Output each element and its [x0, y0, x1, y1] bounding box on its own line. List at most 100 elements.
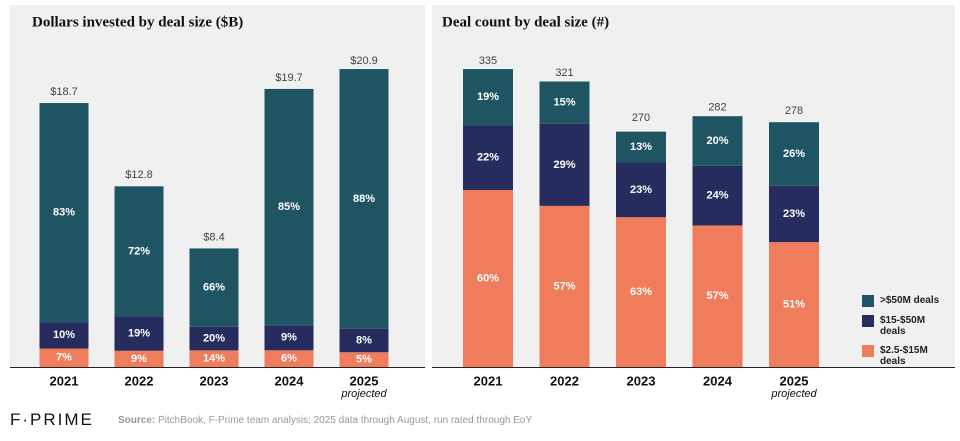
segment-label: 19%	[128, 327, 150, 339]
bar-segment	[539, 205, 590, 367]
total-label: 321	[555, 67, 573, 79]
bar-segment	[616, 217, 666, 367]
segment-label: 63%	[630, 286, 652, 298]
source: Source: PitchBook, F-Prime team analysis…	[118, 415, 532, 426]
segment-label: 6%	[281, 353, 297, 365]
category-note: projected	[770, 388, 817, 400]
footer: F·PRIME Source: PitchBook, F-Prime team …	[10, 410, 950, 430]
total-label: $19.7	[275, 72, 303, 84]
segment-label: 22%	[477, 151, 499, 163]
total-label: $20.9	[350, 55, 378, 67]
bar-segment	[339, 328, 389, 353]
bar-segment	[264, 350, 314, 367]
legend-label: $15-$50M deals	[880, 315, 926, 337]
segment-label: 66%	[203, 281, 225, 293]
segment-label: 51%	[783, 298, 805, 310]
x-tick-label: 2022	[550, 373, 579, 388]
x-tick-label: 2023	[627, 373, 656, 388]
segment-label: 8%	[356, 334, 372, 346]
segment-label: 9%	[281, 332, 297, 344]
bar-segment	[189, 248, 239, 327]
bar-segment	[463, 125, 513, 190]
bar-segment	[39, 348, 89, 367]
segment-label: 72%	[128, 245, 150, 257]
segment-label: 20%	[203, 332, 225, 344]
segment-label: 9%	[131, 353, 147, 365]
total-label: $12.8	[125, 169, 153, 181]
logo: F·PRIME	[10, 410, 94, 429]
bar-segment	[463, 190, 513, 367]
segment-label: 13%	[630, 141, 652, 153]
segment-label: 7%	[56, 352, 72, 364]
chart-title: Dollars invested by deal size ($B)	[32, 14, 243, 30]
segment-label: 15%	[553, 97, 575, 109]
legend-swatch	[862, 295, 874, 307]
bar-segment	[39, 103, 89, 323]
segment-label: 5%	[356, 354, 372, 366]
category-note: projected	[340, 388, 387, 400]
segment-label: 23%	[783, 208, 805, 220]
bar-segment	[769, 185, 819, 243]
total-label: 278	[785, 105, 803, 117]
segment-label: 83%	[53, 206, 75, 218]
legend-swatch	[862, 345, 874, 357]
x-tick-label: 2023	[200, 373, 229, 388]
x-tick-label: 2021	[50, 373, 79, 388]
bar-segment	[114, 186, 164, 317]
segment-label: 23%	[630, 184, 652, 196]
segment-label: 26%	[783, 148, 805, 160]
legend-label: >$50M deals	[880, 295, 940, 306]
source-text: PitchBook, F-Prime team analysis; 2025 d…	[158, 414, 533, 426]
bar-segment	[463, 69, 513, 126]
segment-label: 88%	[353, 193, 375, 205]
segment-label: 20%	[706, 135, 728, 147]
legend-item: >$50M deals	[862, 295, 952, 307]
chart-title: Deal count by deal size (#)	[442, 14, 609, 30]
bar-segment	[39, 322, 89, 349]
total-label: 282	[708, 102, 726, 114]
bar-segment	[114, 316, 164, 351]
segment-label: 29%	[553, 159, 575, 171]
x-tick-label: 2021	[474, 373, 503, 388]
x-tick-label: 2024	[275, 373, 305, 388]
total-label: $18.7	[50, 86, 78, 98]
segment-label: 24%	[706, 190, 728, 202]
legend-label: $2.5-$15M deals	[880, 345, 928, 367]
legend-item: $15-$50M deals	[862, 315, 952, 337]
source-label: Source:	[118, 414, 156, 426]
legend-item: $2.5-$15M deals	[862, 345, 952, 367]
bar-segment	[692, 225, 743, 367]
bar-segment	[339, 352, 389, 367]
bar-segment	[616, 131, 666, 163]
bar-segment	[769, 242, 819, 367]
segment-label: 14%	[203, 353, 225, 365]
total-label: 335	[479, 55, 497, 67]
segment-label: 60%	[477, 272, 499, 284]
segment-label: 85%	[278, 201, 300, 213]
total-label: 270	[632, 112, 650, 124]
bar-segment	[616, 162, 666, 218]
legend-swatch	[862, 315, 874, 327]
bar-segment	[264, 88, 314, 326]
bar-segment	[692, 165, 743, 226]
legend: >$50M deals $15-$50M deals $2.5-$15M deals	[862, 295, 952, 375]
segment-label: 10%	[53, 329, 75, 341]
bar-segment	[692, 116, 743, 166]
bar-segment	[189, 326, 239, 351]
bar-segment	[189, 350, 239, 367]
bar-segment	[539, 81, 590, 124]
x-tick-label: 2025	[350, 373, 379, 388]
bar-segment	[339, 69, 389, 329]
segment-label: 19%	[477, 91, 499, 103]
total-label: $8.4	[203, 231, 224, 243]
bar-segment	[114, 350, 164, 367]
x-tick-label: 2022	[125, 373, 154, 388]
bar-segment	[264, 325, 314, 351]
bar-segment	[539, 123, 590, 206]
bar-segment	[769, 122, 819, 186]
segment-label: 57%	[706, 290, 728, 302]
x-tick-label: 2024	[703, 373, 733, 388]
segment-label: 57%	[553, 280, 575, 292]
